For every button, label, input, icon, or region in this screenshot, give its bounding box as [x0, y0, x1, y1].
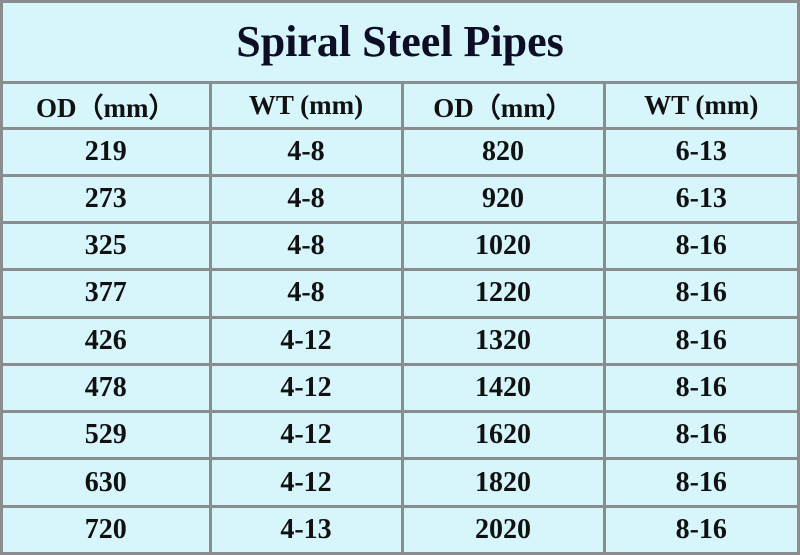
table-cell: 377 [3, 271, 209, 316]
table-cell: 8-16 [605, 271, 797, 316]
table-cell: 4-13 [211, 507, 401, 552]
table-cell: 4-12 [211, 413, 401, 458]
table-cell: 1620 [403, 413, 603, 458]
table-cell: 820 [403, 129, 603, 174]
table-title: Spiral Steel Pipes [3, 3, 797, 81]
table-cell: 1420 [403, 365, 603, 411]
table-cell: 8-16 [605, 507, 797, 552]
table-cell: 2020 [403, 507, 603, 552]
table-cell: 8-16 [605, 460, 797, 505]
table-cell: 1020 [403, 224, 603, 269]
table-cell: 4-12 [211, 318, 401, 363]
table-cell: 4-8 [211, 224, 401, 269]
table-cell: 6-13 [605, 129, 797, 174]
table-cell: 1220 [403, 271, 603, 316]
column-header: OD（mm） [403, 83, 603, 127]
table-cell: 325 [3, 224, 209, 269]
table-cell: 6-13 [605, 176, 797, 222]
table-cell: 8-16 [605, 318, 797, 363]
table-cell: 4-12 [211, 460, 401, 505]
table-cell: 478 [3, 365, 209, 411]
table-cell: 8-16 [605, 224, 797, 269]
table-cell: 1320 [403, 318, 603, 363]
table-cell: 529 [3, 413, 209, 458]
table-cell: 920 [403, 176, 603, 222]
table-cell: 8-16 [605, 413, 797, 458]
table-cell: 273 [3, 176, 209, 222]
column-header: OD（mm） [3, 83, 209, 127]
table-cell: 1820 [403, 460, 603, 505]
column-header: WT (mm) [605, 83, 797, 127]
table-cell: 8-16 [605, 365, 797, 411]
table-cell: 4-8 [211, 129, 401, 174]
table-cell: 219 [3, 129, 209, 174]
table-cell: 426 [3, 318, 209, 363]
table-cell: 720 [3, 507, 209, 552]
table-cell: 630 [3, 460, 209, 505]
table-cell: 4-8 [211, 271, 401, 316]
table-cell: 4-12 [211, 365, 401, 411]
table-cell: 4-8 [211, 176, 401, 222]
column-header: WT (mm) [211, 83, 401, 127]
